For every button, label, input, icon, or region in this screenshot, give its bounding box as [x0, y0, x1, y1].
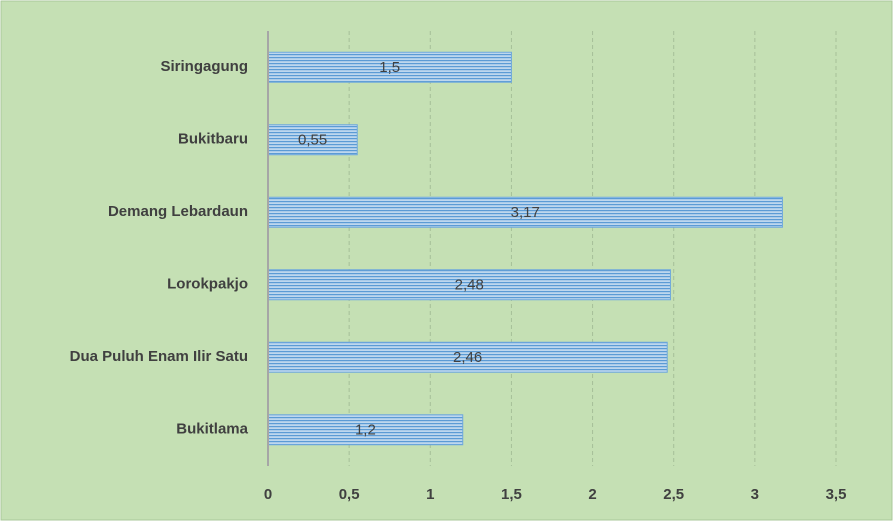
x-tick-label: 3,5: [826, 486, 847, 503]
value-label: 0,55: [298, 132, 327, 149]
value-label: 1,5: [379, 59, 400, 76]
x-tick-label: 0: [264, 486, 272, 503]
bar: [267, 414, 464, 446]
bar: [267, 51, 512, 83]
x-tick-label: 1,5: [501, 486, 522, 503]
x-tick-label: 2: [588, 486, 596, 503]
value-label: 2,46: [453, 349, 482, 366]
bar: [267, 269, 671, 301]
y-tick-label: Bukitlama: [176, 421, 248, 438]
y-tick-label: Siringagung: [161, 58, 249, 75]
y-tick-label: Dua Puluh Enam Ilir Satu: [70, 348, 248, 365]
x-tick-label: 0,5: [339, 486, 360, 503]
x-tick-label: 3: [751, 486, 759, 503]
value-label: 2,48: [455, 277, 484, 294]
bar: [267, 196, 783, 228]
bar: [267, 341, 668, 373]
value-label: 1,2: [355, 422, 376, 439]
y-tick-label: Demang Lebardaun: [108, 203, 248, 220]
y-tick-label: Bukitbaru: [178, 131, 248, 148]
x-tick-label: 1: [426, 486, 434, 503]
y-tick-label: Lorokpakjo: [167, 276, 248, 293]
x-tick-label: 2,5: [663, 486, 684, 503]
value-label: 3,17: [511, 204, 540, 221]
